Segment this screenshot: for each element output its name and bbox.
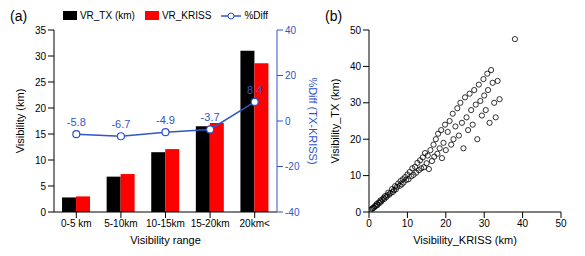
svg-text:50: 50	[555, 218, 567, 229]
svg-text:-20: -20	[285, 161, 300, 172]
svg-text:10: 10	[402, 218, 414, 229]
svg-text:Visibility_KRISS (km): Visibility_KRISS (km)	[413, 234, 517, 246]
svg-text:20: 20	[350, 134, 362, 145]
svg-text:5-10km: 5-10km	[104, 218, 137, 229]
html-text:VR_TX (km): VR_TX (km)	[79, 10, 135, 21]
svg-text:40: 40	[350, 61, 362, 72]
svg-text:0: 0	[355, 207, 361, 218]
svg-text:8.4: 8.4	[247, 84, 262, 96]
svg-text:15-20km: 15-20km	[191, 218, 230, 229]
svg-text:-3.7: -3.7	[201, 111, 220, 123]
svg-text:40: 40	[517, 218, 529, 229]
svg-text:30: 30	[350, 97, 362, 108]
svg-text:-6.7: -6.7	[111, 118, 130, 130]
svg-text:%Diff (TX-KRISS): %Diff (TX-KRISS)	[307, 77, 319, 164]
svg-text:20: 20	[285, 70, 297, 81]
svg-text:0: 0	[285, 116, 291, 127]
svg-text:10: 10	[35, 155, 47, 166]
svg-text:20km<: 20km<	[240, 218, 270, 229]
svg-text:0: 0	[366, 218, 372, 229]
svg-text:50: 50	[350, 25, 362, 36]
svg-text:Visibility (km): Visibility (km)	[14, 89, 26, 154]
svg-text:-4.9: -4.9	[156, 114, 175, 126]
svg-text:35: 35	[35, 25, 47, 36]
html-text:(a): (a)	[10, 8, 28, 24]
svg-text:-40: -40	[285, 207, 300, 218]
svg-text:30: 30	[479, 218, 491, 229]
html-text:VR_KRISS: VR_KRISS	[161, 10, 212, 21]
svg-text:5: 5	[40, 181, 46, 192]
svg-text:25: 25	[35, 77, 47, 88]
svg-text:0-5 km: 0-5 km	[61, 218, 92, 229]
html-text:%Diff: %Diff	[244, 10, 269, 21]
svg-text:20: 20	[440, 218, 452, 229]
html-text:(b): (b)	[325, 8, 343, 24]
svg-text:0: 0	[40, 207, 46, 218]
svg-text:-5.8: -5.8	[67, 116, 86, 128]
svg-text:40: 40	[285, 25, 297, 36]
svg-text:Visibility_TX (km): Visibility_TX (km)	[329, 79, 341, 164]
svg-text:10-15km: 10-15km	[146, 218, 185, 229]
svg-text:20: 20	[35, 103, 47, 114]
svg-text:Visibility range: Visibility range	[130, 234, 201, 246]
svg-text:10: 10	[350, 170, 362, 181]
svg-text:15: 15	[35, 129, 47, 140]
svg-text:30: 30	[35, 51, 47, 62]
